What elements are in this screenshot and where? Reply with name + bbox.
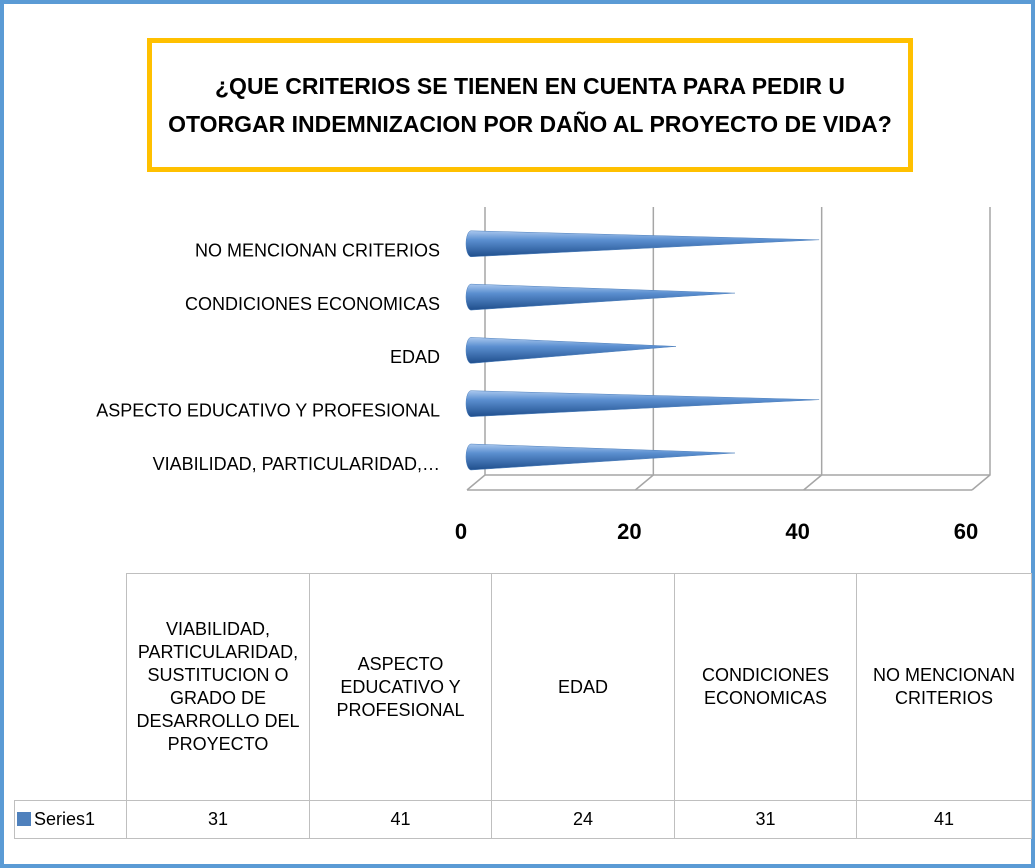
plot: 0 20 40 60 VIABILIDAD, PARTICULARIDAD,… ASPEC… xyxy=(96,207,991,544)
table-values: Series1 31 41 24 31 41 xyxy=(14,800,1032,839)
cone xyxy=(465,443,735,471)
y-tick-label: NO MENCIONAN CRITERIOS xyxy=(195,241,440,261)
cone xyxy=(465,390,820,417)
cone xyxy=(465,337,677,364)
table-value-cell: 31 xyxy=(126,800,310,839)
grid-line xyxy=(803,207,823,491)
table-value-cell: 31 xyxy=(674,800,857,839)
y-tick-label: EDAD xyxy=(390,347,440,367)
legend-swatch xyxy=(17,812,31,826)
x-tick-label: 20 xyxy=(617,519,641,544)
y-tick-label: CONDICIONES ECONOMICAS xyxy=(185,294,440,314)
table-header-cell: CONDICIONES ECONOMICAS xyxy=(674,573,857,801)
legend-entry: Series1 xyxy=(14,800,127,839)
chart-title: ¿QUE CRITERIOS SE TIENEN EN CUENTA PARA … xyxy=(147,38,913,172)
chart: 0 20 40 60 VIABILIDAD, PARTICULARIDAD,… ASPEC… xyxy=(96,207,991,544)
x-tick-label: 0 xyxy=(455,519,467,544)
table-header-cell: ASPECTO EDUCATIVO Y PROFESIONAL xyxy=(309,573,492,801)
grid-line xyxy=(971,207,991,491)
cone xyxy=(465,230,820,258)
x-tick-label: 40 xyxy=(785,519,809,544)
legend-label: Series1 xyxy=(34,809,96,829)
y-tick-label: VIABILIDAD, PARTICULARIDAD,… xyxy=(153,454,440,474)
table-value-cell: 41 xyxy=(309,800,492,839)
table-header-cell: EDAD xyxy=(491,573,675,801)
table-value-cell: 41 xyxy=(856,800,1032,839)
table-value-cell: 24 xyxy=(491,800,675,839)
table-header-cell: VIABILIDAD, PARTICULARIDAD, SUSTITUCION … xyxy=(126,573,310,801)
table-header: VIABILIDAD, PARTICULARIDAD, SUSTITUCION … xyxy=(14,573,1032,801)
y-tick-label: ASPECTO EDUCATIVO Y PROFESIONAL xyxy=(96,400,440,420)
data-table: VIABILIDAD, PARTICULARIDAD, SUSTITUCION … xyxy=(14,573,1032,839)
table-header-cell: NO MENCIONAN CRITERIOS xyxy=(856,573,1032,801)
cone xyxy=(465,283,735,311)
x-tick-label: 60 xyxy=(954,519,978,544)
table-corner xyxy=(14,573,127,801)
